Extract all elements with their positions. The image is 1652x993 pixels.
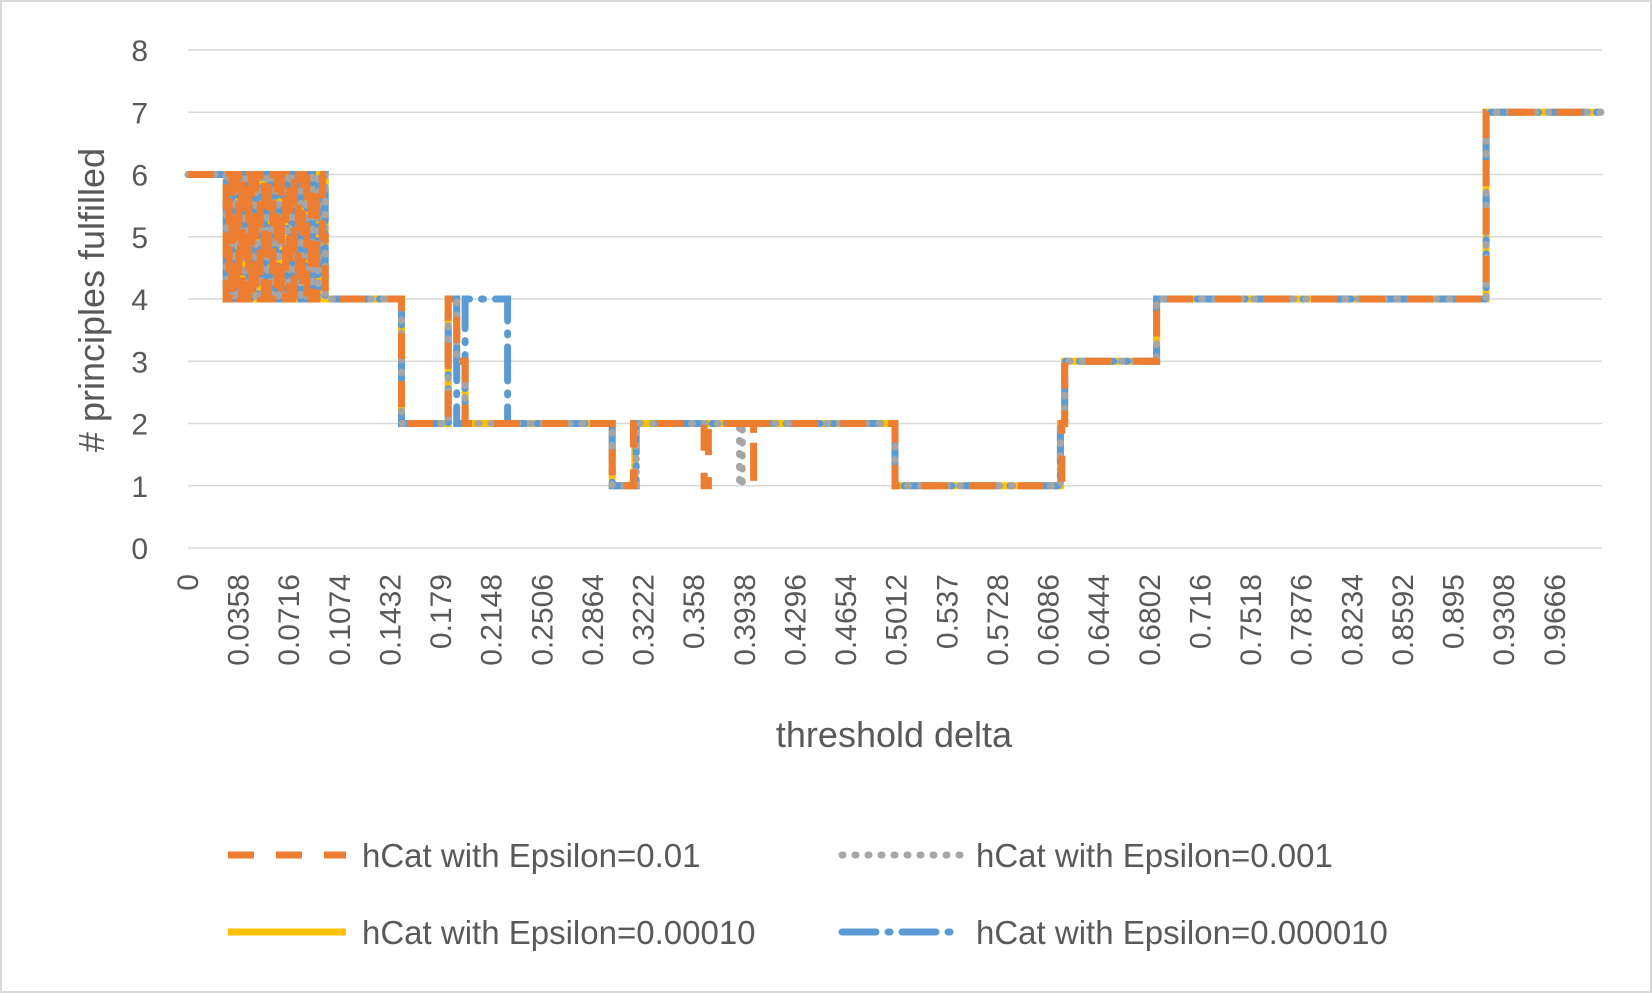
y-tick-label: 3: [131, 346, 148, 379]
legend-label-1: hCat with Epsilon=0.01: [362, 837, 700, 874]
legend: hCat with Epsilon=0.01 hCat with Epsilon=…: [228, 837, 1388, 951]
x-tick-label: 0.9308: [1488, 574, 1521, 666]
x-tick-label: 0.895: [1438, 574, 1471, 649]
x-tick-label: 0.8592: [1387, 574, 1420, 666]
x-tick-label: 0.4296: [779, 574, 812, 666]
x-tick-label: 0.3938: [729, 574, 762, 666]
legend-label-3: hCat with Epsilon=0.00010: [362, 914, 756, 951]
x-tick-label: 0.0716: [273, 574, 306, 666]
x-tick-label: 0.5012: [881, 574, 914, 666]
x-tick-label: 0.5728: [982, 574, 1015, 666]
x-tick-label: 0.6086: [1033, 574, 1066, 666]
x-tick-label: 0.2148: [476, 574, 509, 666]
series-line-2: [184, 108, 1606, 490]
x-tick-label: 0.9666: [1539, 574, 1572, 666]
x-tick-label: 0: [172, 574, 205, 591]
y-tick-label: 0: [131, 533, 148, 566]
x-tick-label: 0.7876: [1286, 574, 1319, 666]
y-tick-label: 2: [131, 409, 148, 442]
x-tick-label: 0.6444: [1083, 574, 1116, 666]
y-tick-label: 6: [131, 160, 148, 193]
x-tick-label: 0.3222: [628, 574, 661, 666]
x-axis-ticks: 0 0.0358 0.0716 0.1074 0.1432 0.179 0.2148 0.25…: [172, 574, 1572, 666]
x-tick-label: 0.0358: [223, 574, 256, 666]
x-tick-label: 0.4654: [830, 574, 863, 666]
y-tick-label: 7: [131, 97, 148, 130]
legend-label-2: hCat with Epsilon=0.001: [976, 837, 1333, 874]
x-tick-label: 0.6802: [1134, 574, 1167, 666]
series-layer: [184, 108, 1606, 490]
series-line-1: [188, 108, 1602, 490]
x-axis-title: threshold delta: [776, 714, 1013, 755]
y-tick-label: 5: [131, 222, 148, 255]
x-tick-label: 0.358: [678, 574, 711, 649]
x-tick-label: 0.537: [931, 574, 964, 649]
y-tick-label: 8: [131, 35, 148, 68]
y-tick-label: 1: [131, 471, 148, 504]
x-tick-label: 0.2506: [526, 574, 559, 666]
x-tick-label: 0.716: [1184, 574, 1217, 649]
x-tick-label: 0.179: [425, 574, 458, 649]
y-axis-ticks: 0 1 2 3 4 5 6 7 8: [131, 35, 148, 566]
x-tick-label: 0.2864: [577, 574, 610, 666]
x-tick-label: 0.7518: [1235, 574, 1268, 666]
x-tick-label: 0.1074: [324, 574, 357, 666]
y-axis-title: # principles fulfilled: [71, 148, 112, 452]
x-tick-label: 0.8234: [1336, 574, 1369, 666]
legend-label-4: hCat with Epsilon=0.000010: [976, 914, 1388, 951]
x-tick-label: 0.1432: [374, 574, 407, 666]
y-tick-label: 4: [131, 284, 148, 317]
